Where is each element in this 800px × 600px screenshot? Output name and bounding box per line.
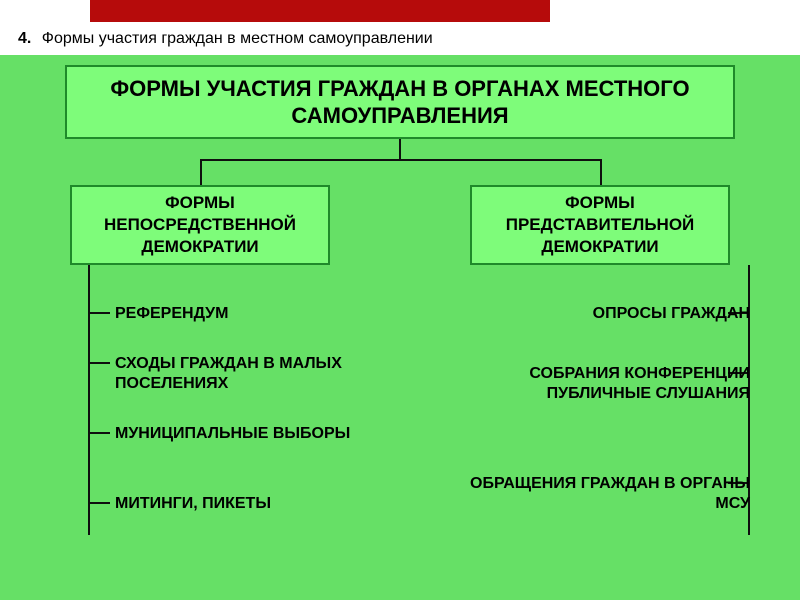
branch-left-box: ФОРМЫ НЕПОСРЕДСТВЕННОЙ ДЕМОКРАТИИ: [70, 185, 330, 265]
branch-left-label: ФОРМЫ НЕПОСРЕДСТВЕННОЙ ДЕМОКРАТИИ: [76, 192, 324, 258]
header-red-bar: [90, 0, 550, 22]
diagram-canvas: ФОРМЫ УЧАСТИЯ ГРАЖДАН В ОРГАНАХ МЕСТНОГО…: [0, 55, 800, 600]
section-heading: 4. Формы участия граждан в местном самоу…: [18, 30, 433, 48]
diagram-title-text: ФОРМЫ УЧАСТИЯ ГРАЖДАН В ОРГАНАХ МЕСТНОГО…: [79, 75, 721, 130]
line-to-left-branch: [200, 159, 202, 185]
list-item: ОПРОСЫ ГРАЖДАН: [470, 304, 750, 324]
branch-right-box: ФОРМЫ ПРЕДСТАВИТЕЛЬНОЙ ДЕМОКРАТИИ: [470, 185, 730, 265]
line-to-right-branch: [600, 159, 602, 185]
bracket-tick: [88, 432, 110, 434]
list-item: МУНИЦИПАЛЬНЫЕ ВЫБОРЫ: [115, 424, 375, 444]
diagram-title-box: ФОРМЫ УЧАСТИЯ ГРАЖДАН В ОРГАНАХ МЕСТНОГО…: [65, 65, 735, 139]
list-item: ОБРАЩЕНИЯ ГРАЖДАН В ОРГАНЫ МСУ: [470, 474, 750, 514]
list-item: РЕФЕРЕНДУМ: [115, 304, 375, 324]
list-item: МИТИНГИ, ПИКЕТЫ: [115, 494, 375, 514]
bracket-tick: [88, 502, 110, 504]
list-item: СОБРАНИЯ КОНФЕРЕНЦИИ ПУБЛИЧНЫЕ СЛУШАНИЯ: [470, 364, 750, 404]
heading-text: Формы участия граждан в местном самоупра…: [42, 30, 433, 47]
heading-number: 4.: [18, 30, 31, 47]
page: 4. Формы участия граждан в местном самоу…: [0, 0, 800, 600]
bracket-tick: [88, 362, 110, 364]
line-split-horizontal: [200, 159, 600, 161]
list-item: СХОДЫ ГРАЖДАН В МАЛЫХ ПОСЕЛЕНИЯХ: [115, 354, 375, 394]
branch-right-label: ФОРМЫ ПРЕДСТАВИТЕЛЬНОЙ ДЕМОКРАТИИ: [476, 192, 724, 258]
bracket-tick: [88, 312, 110, 314]
left-bracket-stem: [88, 265, 90, 535]
line-title-down: [399, 139, 401, 159]
